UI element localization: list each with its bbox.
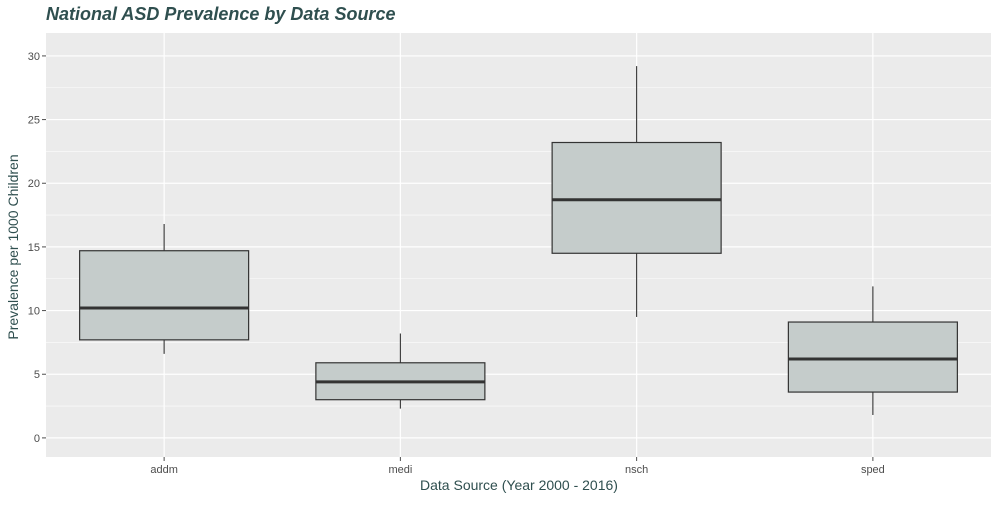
x-tick-label: medi bbox=[388, 464, 412, 476]
box-body bbox=[551, 141, 722, 254]
y-tick-label: 15 bbox=[28, 242, 40, 254]
x-tick-label: addm bbox=[150, 464, 178, 476]
y-tick-label: 0 bbox=[34, 433, 40, 445]
chart-title: National ASD Prevalence by Data Source bbox=[46, 4, 395, 24]
x-axis-title: Data Source (Year 2000 - 2016) bbox=[420, 477, 618, 493]
plot-panel bbox=[46, 33, 991, 457]
y-tick-label: 10 bbox=[28, 306, 40, 318]
y-tick-label: 20 bbox=[28, 178, 40, 190]
x-tick-label: nsch bbox=[625, 464, 648, 476]
axis-layer: 0 5 10 15 20 25 30 addm medi nsch sped bbox=[28, 51, 885, 476]
y-tick-label: 5 bbox=[34, 369, 40, 381]
box-body bbox=[787, 321, 958, 393]
y-tick-label: 30 bbox=[28, 51, 40, 63]
box-body bbox=[79, 250, 250, 341]
y-tick-label: 25 bbox=[28, 115, 40, 127]
y-axis-title: Prevalence per 1000 Children bbox=[5, 154, 21, 339]
boxes-layer bbox=[79, 66, 958, 415]
x-tick-label: sped bbox=[861, 464, 885, 476]
